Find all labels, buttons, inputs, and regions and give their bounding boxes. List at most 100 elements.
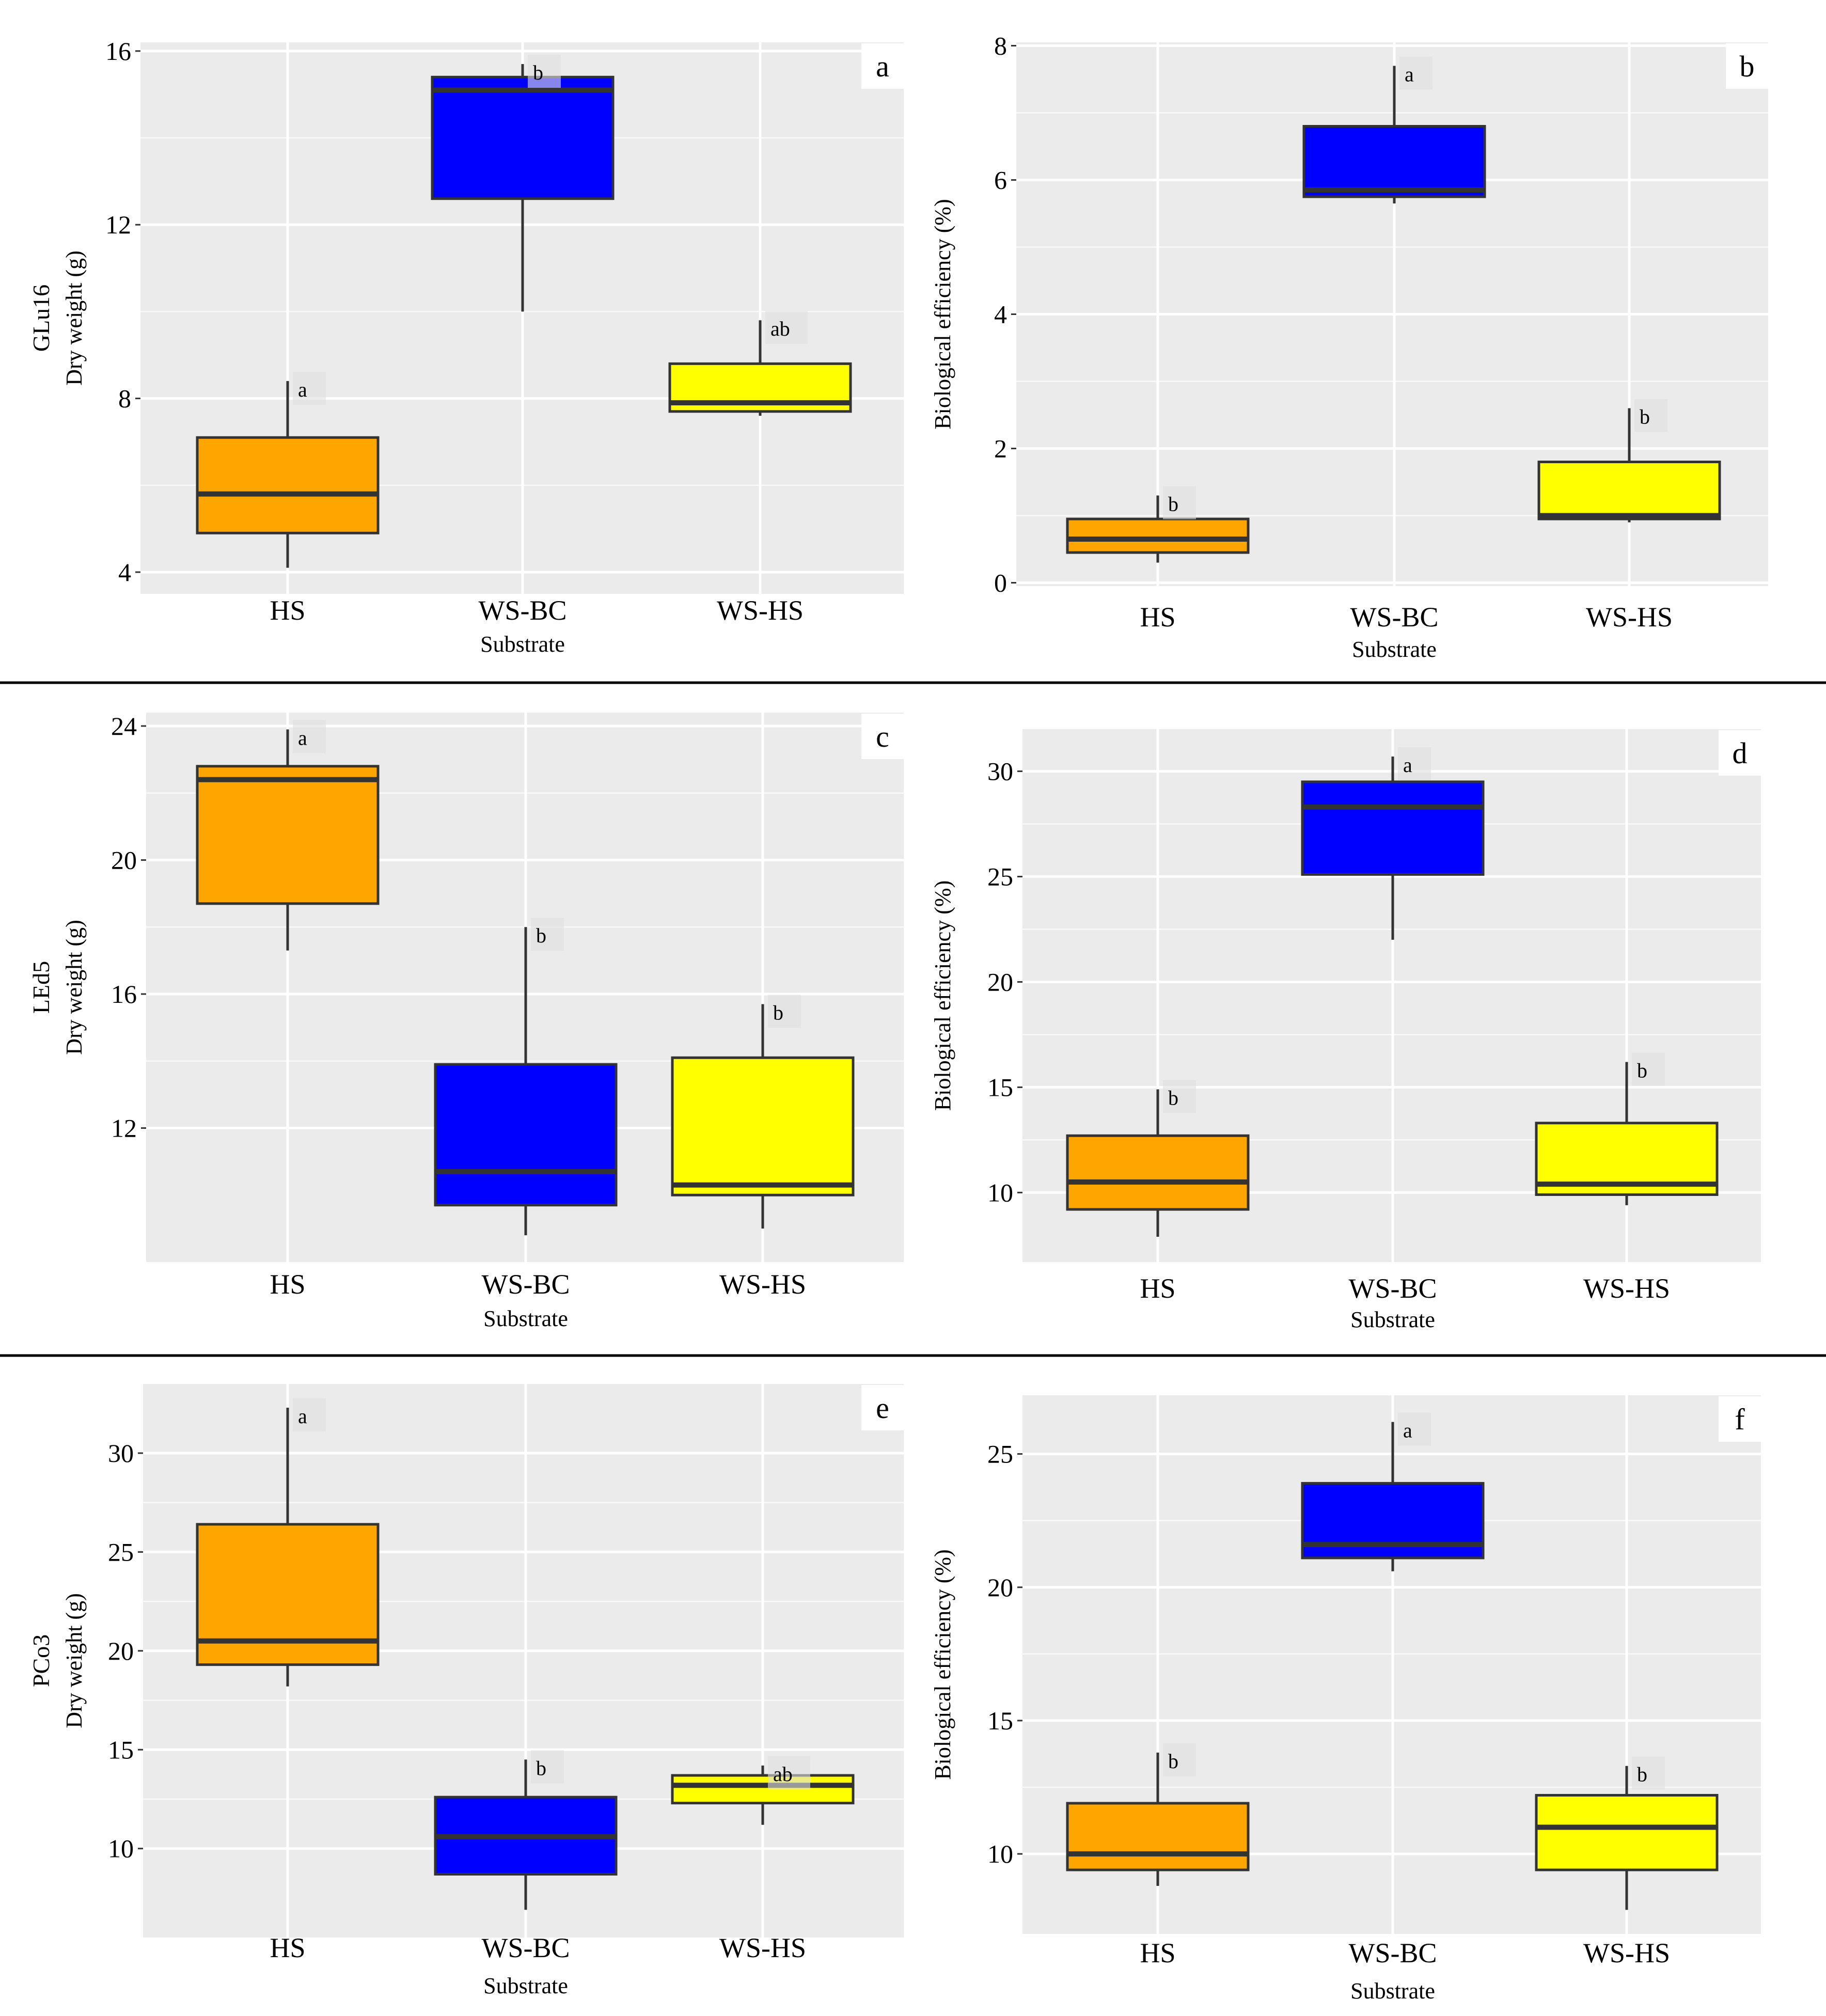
y-tick-label: 12 — [111, 1113, 137, 1142]
panel-b: 0 2 4 6 8 b a b b HS WS-BC WS-HS Substrate Biological… — [930, 32, 1768, 662]
box-iqr — [671, 1056, 855, 1196]
y-tick-label: 30 — [108, 1439, 134, 1468]
box-WS-BC: a — [1302, 56, 1486, 203]
letter-highlight — [1634, 399, 1667, 432]
box-iqr — [1537, 461, 1721, 521]
letter-highlight — [768, 1756, 810, 1789]
x-axis-title: Substrate — [1350, 1307, 1435, 1332]
x-category-label: WS-HS — [1583, 1938, 1670, 1968]
box-WS-BC: b — [434, 1750, 618, 1910]
letter-highlight — [1399, 56, 1433, 90]
y-tick-label: 16 — [111, 980, 137, 1009]
significance-letter: a — [298, 1405, 307, 1428]
y-tick-label: 20 — [108, 1636, 134, 1665]
box-iqr — [1066, 517, 1250, 554]
significance-letter: b — [1637, 1059, 1647, 1082]
x-category-label: WS-HS — [717, 595, 804, 626]
box-iqr — [1535, 1794, 1719, 1871]
significance-letter: b — [1168, 1086, 1178, 1110]
significance-letter: b — [1168, 1750, 1178, 1773]
strain-label: GLu16 — [28, 285, 54, 352]
y-tick-label: 20 — [111, 845, 137, 874]
box-HS: a — [196, 371, 380, 568]
x-category-label: WS-BC — [478, 595, 566, 626]
significance-letter: ab — [773, 1762, 793, 1786]
letter-highlight — [293, 720, 326, 753]
x-axis-title: Substrate — [480, 632, 565, 657]
x-category-label: HS — [1140, 1273, 1175, 1304]
x-category-label: HS — [270, 595, 305, 626]
panel-letter: a — [876, 50, 889, 83]
significance-letter: ab — [770, 317, 790, 340]
letter-highlight — [1163, 486, 1196, 519]
y-tick-label: 25 — [987, 1440, 1013, 1469]
letter-highlight — [293, 1398, 326, 1431]
panel-letter-bg — [861, 714, 904, 759]
letter-highlight — [768, 995, 801, 1028]
y-axis-title: Dry weight (g) — [61, 250, 87, 386]
strain-label: PCo3 — [28, 1634, 54, 1687]
y-tick-label: 15 — [987, 1706, 1013, 1735]
y-axis-title: Biological efficiency (%) — [930, 199, 955, 429]
panel-f: 10 15 20 25 b a b f HS WS-BC WS-HS Substrate Biologi… — [930, 1395, 1761, 2004]
significance-letter: b — [1640, 405, 1650, 429]
box-iqr — [1066, 1134, 1250, 1211]
letter-highlight — [1163, 1080, 1196, 1113]
panel-letter-bg — [861, 43, 904, 89]
y-axis-title: Biological efficiency (%) — [930, 880, 955, 1111]
panel-letter-bg — [1726, 43, 1768, 89]
y-tick-label: 10 — [108, 1834, 134, 1863]
y-axis-title: Biological efficiency (%) — [930, 1549, 955, 1779]
letter-highlight — [1632, 1052, 1665, 1086]
y-tick-label: 16 — [105, 37, 131, 66]
letter-highlight — [531, 918, 564, 951]
letter-highlight — [1398, 1412, 1431, 1446]
box-WS-HS: ab — [668, 311, 852, 416]
strain-label: LEd5 — [28, 961, 54, 1014]
significance-letter: a — [298, 378, 307, 401]
x-category-label: WS-HS — [719, 1932, 806, 1963]
y-tick-label: 30 — [987, 757, 1013, 786]
x-category-label: WS-BC — [481, 1932, 570, 1963]
y-tick-label: 4 — [994, 300, 1007, 329]
panel-letter: e — [876, 1391, 889, 1425]
y-tick-label: 2 — [994, 434, 1007, 463]
box-WS-HS: b — [671, 995, 855, 1229]
significance-letter: a — [298, 726, 307, 749]
box-WS-HS: b — [1535, 1052, 1719, 1205]
significance-letter: a — [1405, 63, 1414, 86]
x-category-label: WS-BC — [1348, 1938, 1437, 1968]
y-tick-label: 0 — [994, 569, 1007, 597]
y-tick-label: 10 — [987, 1839, 1013, 1868]
letter-highlight — [1398, 747, 1431, 781]
significance-letter: a — [1403, 1419, 1412, 1442]
x-axis-title: Substrate — [1350, 1978, 1435, 2004]
panel-letter: f — [1735, 1403, 1745, 1436]
y-axis-title: Dry weight (g) — [61, 1593, 87, 1728]
letter-highlight — [1163, 1743, 1196, 1776]
y-tick-label: 4 — [118, 558, 131, 587]
x-category-label: WS-HS — [1583, 1273, 1670, 1304]
y-tick-label: 24 — [111, 712, 137, 741]
box-iqr — [1301, 780, 1485, 876]
x-axis-title: Substrate — [483, 1973, 568, 1998]
y-tick-label: 10 — [987, 1178, 1013, 1207]
y-axis-title: Dry weight (g) — [61, 920, 87, 1055]
y-tick-label: 15 — [108, 1735, 134, 1764]
box-HS: b — [1066, 1080, 1250, 1237]
y-tick-label: 20 — [987, 967, 1013, 996]
x-category-label: HS — [1140, 1938, 1175, 1968]
letter-highlight — [765, 311, 808, 344]
y-tick-label: 6 — [994, 166, 1007, 195]
y-tick-label: 12 — [105, 210, 131, 239]
significance-letter: b — [533, 61, 543, 84]
letter-highlight — [1632, 1756, 1665, 1790]
y-tick-label: 25 — [108, 1537, 134, 1566]
box-HS: a — [196, 1398, 380, 1687]
significance-letter: b — [536, 1756, 546, 1779]
x-category-label: WS-BC — [1348, 1273, 1437, 1304]
y-tick-label: 20 — [987, 1573, 1013, 1602]
